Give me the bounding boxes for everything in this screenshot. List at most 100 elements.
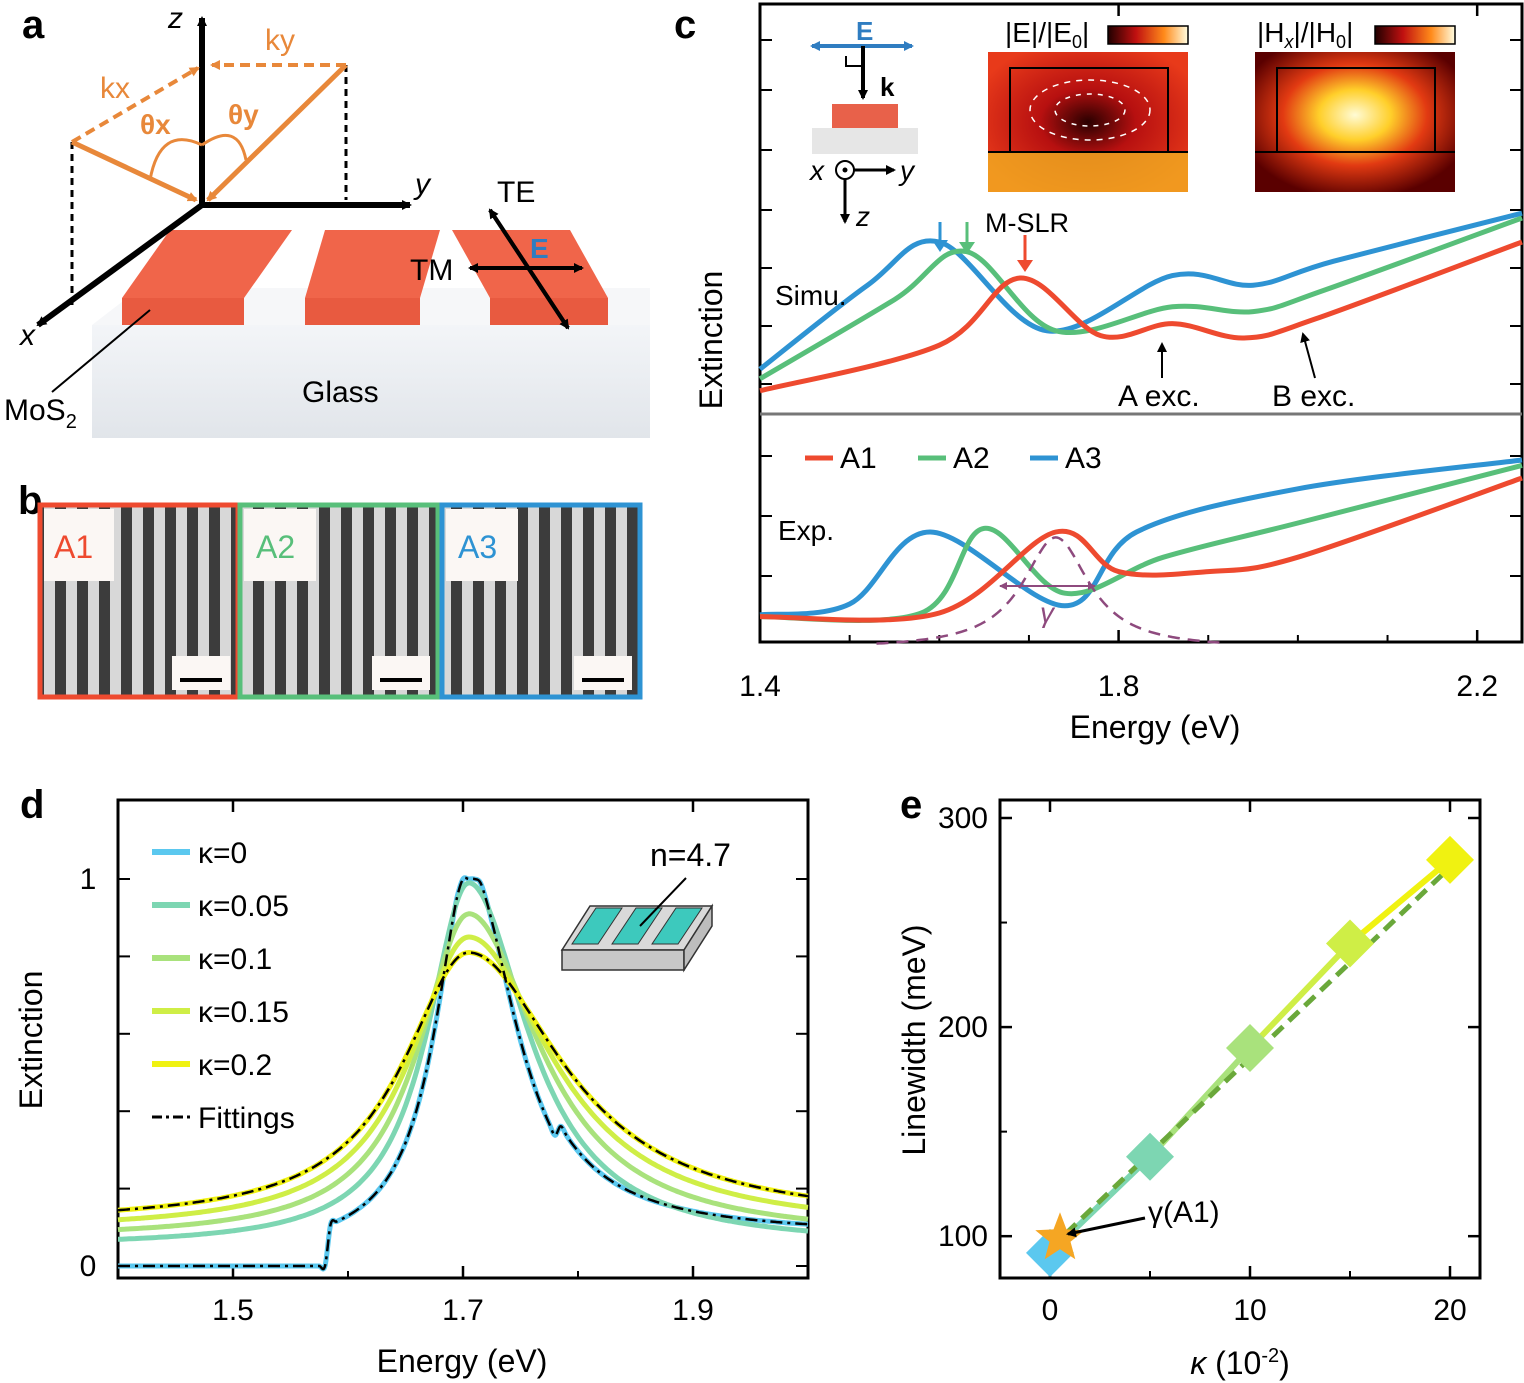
data-point-diamond	[1326, 919, 1374, 968]
chart-d-ytick-label: 0	[80, 1250, 97, 1283]
series-kappa-4	[117, 949, 809, 1213]
chart-d-tick-labels: 1.5 1.7 1.9 0 1	[80, 863, 714, 1327]
panel-d: d 1.5 1.7 1.9 0 1 Energy (eV) Extinction κ=0…	[13, 783, 810, 1379]
chart-d-xlabel: Energy (eV)	[377, 1343, 548, 1379]
b-exc-arrow	[1300, 332, 1316, 379]
chart-c-frame	[758, 2, 1524, 644]
inset-n-label: n=4.7	[650, 837, 731, 873]
series-kappa-3	[117, 934, 809, 1223]
sample-label-a1: A1	[54, 529, 93, 565]
series-kappa-2	[117, 911, 809, 1233]
series-exp-a1	[759, 475, 1523, 623]
map2-colorbar	[1374, 25, 1456, 45]
legend-label-4: κ=0.2	[198, 1049, 272, 1082]
glass-label: Glass	[302, 376, 379, 409]
chart-c-legend: A1 A2 A3	[805, 442, 1102, 475]
legend-label-1: κ=0.05	[198, 890, 289, 923]
data-point-diamond	[1126, 1132, 1174, 1181]
simu-label: Simu.	[775, 280, 847, 311]
theta-y-label: θy	[228, 99, 259, 130]
panel-c: c 1.4 1.8 2.2 Energy (eV) Extinction Simu.…	[674, 2, 1524, 745]
chart-e-ytick-label: 200	[938, 1011, 988, 1044]
chart-e-xtick-label: 0	[1042, 1294, 1059, 1327]
gamma-label: γ	[1040, 597, 1056, 628]
b-exc-label: B exc.	[1272, 380, 1355, 413]
inset-grating	[560, 877, 714, 973]
kx-label: kx	[100, 72, 130, 105]
chart-e-tick-labels: 0 10 20 100 200 300	[938, 802, 1467, 1327]
chart-e-ylabel: Linewidth (meV)	[896, 924, 932, 1155]
panel-label-a: a	[22, 3, 45, 47]
panel-e: e 0 10 20 100 200 300 κ (10-2) Linewidth (meV…	[896, 783, 1482, 1381]
map1-title: |E|/|E0|	[1005, 17, 1089, 52]
gamma-a1-label: γ(A1)	[1148, 1196, 1220, 1229]
series-exp-a3	[759, 457, 1523, 618]
chart-c-xtick-label: 1.8	[1098, 670, 1140, 703]
chart-d-xtick-label: 1.9	[672, 1294, 714, 1327]
chart-e-ytick-label: 300	[938, 802, 988, 835]
chart-c-ticks	[758, 4, 1522, 642]
legend-label-2: κ=0.1	[198, 943, 272, 976]
chart-c-series	[758, 210, 1523, 623]
inset-k-label: k	[880, 72, 895, 102]
chart-c-xtick-labels: 1.4 1.8 2.2	[739, 670, 1498, 703]
inset-y-label: y	[898, 155, 916, 186]
chart-d-ylabel: Extinction	[13, 971, 49, 1110]
exp-label: Exp.	[778, 515, 834, 546]
peak-arrows	[932, 222, 1033, 272]
ky-label: ky	[265, 24, 295, 57]
sem-image-a2	[237, 502, 441, 700]
fit-line	[1048, 855, 1462, 1251]
sample-label-a3: A3	[458, 529, 497, 565]
map2-title: |Hx|/|H0|	[1257, 17, 1353, 52]
chart-d-legend: κ=0 κ=0.05 κ=0.1 κ=0.15 κ=0.2 Fittings	[152, 837, 295, 1135]
panel-label-d: d	[20, 783, 44, 827]
chart-e-xtick-label: 20	[1433, 1294, 1466, 1327]
h-field-map	[1255, 52, 1455, 192]
chart-e-marks	[1026, 835, 1474, 1277]
gamma-a1-star	[1035, 1212, 1085, 1260]
chart-c-xtick-label: 1.4	[739, 670, 781, 703]
sem-image-a1	[37, 502, 241, 700]
legend-label-0: κ=0	[198, 837, 247, 870]
panel-label-c: c	[674, 3, 696, 47]
axis-x-label: x	[18, 319, 36, 352]
series-sim-a3	[758, 210, 1523, 372]
mslr-label: M-SLR	[985, 208, 1069, 238]
map1-colorbar	[1107, 25, 1189, 45]
gamma-a1-arrow	[1066, 1216, 1146, 1238]
tm-label: TM	[410, 254, 453, 287]
data-point-diamond	[1426, 835, 1474, 884]
mos2-pointer	[51, 309, 151, 393]
legend-label-a2: A2	[953, 442, 990, 475]
inset-polarization-schematic	[810, 41, 918, 224]
chart-c-xtick-label: 2.2	[1456, 670, 1498, 703]
chart-d-xtick-label: 1.7	[442, 1294, 484, 1327]
chart-e-xtick-label: 10	[1233, 1294, 1266, 1327]
data-point-diamond	[1226, 1024, 1274, 1072]
wavevector-diagram	[70, 60, 348, 305]
legend-label-a1: A1	[840, 442, 877, 475]
axis-z-label: z	[167, 2, 183, 35]
inset-x-label: x	[808, 155, 825, 186]
theta-x-label: θx	[140, 109, 171, 140]
inset-z-label: z	[855, 201, 870, 232]
polarization-cross	[468, 208, 584, 330]
mos2-stripes	[122, 230, 608, 325]
legend-label-a3: A3	[1065, 442, 1102, 475]
axis-y-label: y	[413, 168, 432, 201]
sample-label-a2: A2	[256, 529, 295, 565]
series-sim-a1	[759, 239, 1523, 394]
chart-d-xtick-label: 1.5	[212, 1294, 254, 1327]
panel-label-e: e	[900, 783, 922, 827]
chart-e-frame	[998, 798, 1482, 1280]
e-field-label: E	[530, 233, 549, 264]
panel-b: b A1 A2 A3	[18, 479, 643, 700]
connect-line	[1348, 857, 1452, 946]
te-label: TE	[497, 176, 535, 209]
series-exp-a2	[759, 462, 1523, 623]
chart-c-ylabel: Extinction	[693, 271, 729, 410]
legend-label-5: Fittings	[198, 1102, 295, 1135]
inset-e-label: E	[856, 16, 873, 46]
